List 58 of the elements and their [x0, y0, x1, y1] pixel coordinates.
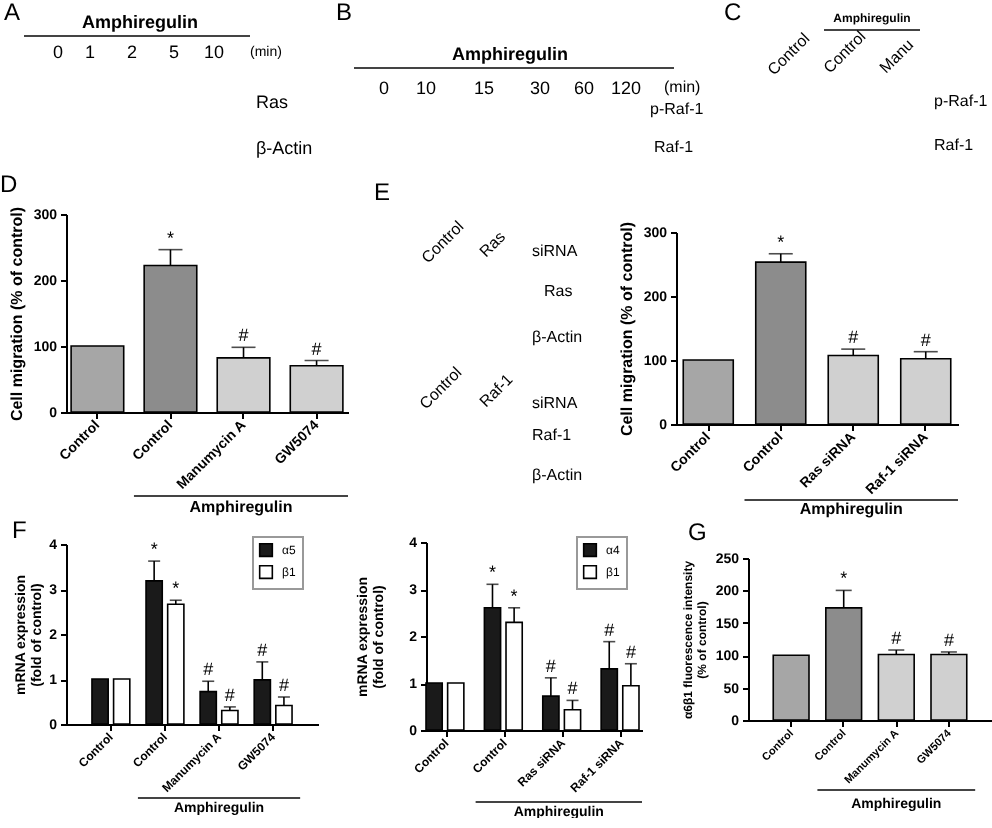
data-label: # [278, 675, 289, 695]
data-label: # [224, 684, 235, 705]
data-label: * [488, 562, 497, 583]
text: 10 [415, 78, 437, 98]
text: 10 [203, 42, 225, 62]
text: 1 [84, 42, 96, 62]
data-label: # [311, 338, 322, 359]
chart-title: D [0, 170, 18, 198]
text: p-Raf-1 [934, 92, 989, 110]
data-label: # [848, 327, 859, 348]
text: Amphiregulin [799, 500, 904, 518]
text: 30 [529, 78, 551, 98]
data-label: # [943, 629, 954, 650]
text: B [336, 0, 353, 26]
data-label: # [238, 325, 249, 346]
text: Raf-1 [934, 136, 975, 154]
data-label: * [150, 539, 159, 560]
text: C [724, 0, 742, 26]
text: β-Actin [256, 138, 313, 158]
data-label: # [604, 619, 615, 640]
text: A [4, 0, 21, 26]
text: Raf-1 [654, 138, 695, 156]
text: siRNA [532, 394, 579, 412]
text: E [374, 178, 391, 206]
text: Amphiregulin [452, 44, 568, 64]
text: 60 [573, 78, 595, 98]
text: 2 [126, 42, 138, 62]
data-label: * [510, 585, 519, 606]
text: Ras [476, 227, 509, 261]
text: 0 [378, 78, 390, 98]
chart-title: F [12, 516, 27, 544]
data-label: * [172, 578, 181, 599]
text: 15 [473, 78, 495, 98]
text: Raf-1 [532, 426, 573, 444]
chart-title: G [688, 518, 707, 546]
text: β-Actin [532, 328, 583, 346]
data-label: * [777, 231, 786, 252]
text: 120 [610, 78, 642, 98]
text: Amphiregulin [189, 498, 293, 516]
text: p-Raf-1 [650, 100, 705, 118]
text: Ras [544, 282, 573, 300]
data-label: # [257, 639, 268, 660]
data-label: # [545, 655, 556, 676]
text: Amphiregulin [82, 12, 198, 32]
text: (min) [664, 78, 702, 96]
data-label: # [203, 659, 214, 680]
text: β-Actin [532, 466, 583, 484]
data-label: # [625, 641, 636, 662]
data-label: * [840, 568, 849, 589]
data-label: # [891, 628, 902, 649]
data-label: * [166, 227, 175, 248]
text: siRNA [532, 242, 579, 260]
data-label: # [920, 329, 931, 350]
data-label: # [567, 678, 578, 699]
text: 5 [168, 42, 180, 62]
text: Ras [256, 92, 290, 112]
y-axis-title: Cell migration (% of control) [7, 206, 26, 422]
y-axis-title: Cell migration (% of control) [617, 221, 636, 437]
